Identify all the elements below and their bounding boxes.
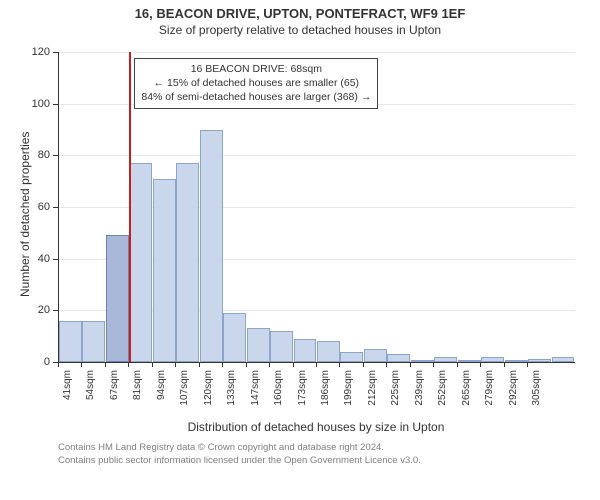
y-tick-label: 20 — [24, 304, 50, 316]
histogram-bar — [434, 357, 457, 362]
x-axis-title: Distribution of detached houses by size … — [58, 420, 574, 434]
histogram-bar — [247, 328, 270, 362]
histogram-bar — [294, 339, 317, 362]
histogram-bar — [223, 313, 246, 362]
x-tick — [316, 362, 317, 367]
x-tick — [527, 362, 528, 367]
x-tick-label: 54sqm — [85, 370, 96, 420]
x-tick — [175, 362, 176, 367]
x-tick-label: 133sqm — [226, 370, 237, 420]
histogram-bar — [129, 163, 152, 362]
footnote-line-1: Contains HM Land Registry data © Crown c… — [58, 442, 421, 455]
x-tick — [433, 362, 434, 367]
page-title: 16, BEACON DRIVE, UPTON, PONTEFRACT, WF9… — [0, 0, 600, 21]
annotation-line-1: 16 BEACON DRIVE: 68sqm — [141, 62, 371, 76]
gridline — [59, 52, 575, 53]
histogram-bar — [317, 341, 340, 362]
footnote: Contains HM Land Registry data © Crown c… — [58, 442, 421, 468]
x-tick-label: 67sqm — [109, 370, 120, 420]
page-subtitle: Size of property relative to detached ho… — [0, 21, 600, 37]
y-tick-label: 120 — [24, 46, 50, 58]
x-tick — [480, 362, 481, 367]
y-tick-label: 0 — [24, 356, 50, 368]
y-tick — [53, 52, 58, 53]
x-tick-label: 199sqm — [343, 370, 354, 420]
x-tick-label: 186sqm — [320, 370, 331, 420]
x-tick-label: 94sqm — [156, 370, 167, 420]
x-tick — [363, 362, 364, 367]
x-tick-label: 147sqm — [250, 370, 261, 420]
x-tick-label: 173sqm — [297, 370, 308, 420]
histogram-bar — [481, 357, 504, 362]
x-tick — [222, 362, 223, 367]
histogram-bar — [106, 235, 129, 362]
x-tick — [81, 362, 82, 367]
x-tick-label: 239sqm — [414, 370, 425, 420]
y-tick-label: 80 — [24, 149, 50, 161]
x-tick — [293, 362, 294, 367]
x-tick-label: 252sqm — [437, 370, 448, 420]
x-tick-label: 81sqm — [132, 370, 143, 420]
gridline — [59, 155, 575, 156]
histogram-bar — [270, 331, 293, 362]
y-tick-label: 60 — [24, 201, 50, 213]
marker-line — [129, 52, 131, 362]
y-tick — [53, 259, 58, 260]
x-tick — [269, 362, 270, 367]
x-tick — [152, 362, 153, 367]
y-tick — [53, 104, 58, 105]
x-tick — [58, 362, 59, 367]
x-tick — [386, 362, 387, 367]
histogram-bar — [505, 360, 528, 362]
x-tick — [105, 362, 106, 367]
y-tick-label: 100 — [24, 98, 50, 110]
annotation-line-2: ← 15% of detached houses are smaller (65… — [141, 76, 371, 90]
histogram-bar — [176, 163, 199, 362]
y-tick-label: 40 — [24, 253, 50, 265]
x-tick — [199, 362, 200, 367]
annotation-line-3: 84% of semi-detached houses are larger (… — [141, 90, 371, 104]
x-tick — [246, 362, 247, 367]
x-tick — [128, 362, 129, 367]
x-tick — [410, 362, 411, 367]
histogram-bar — [59, 321, 82, 362]
x-tick-label: 212sqm — [367, 370, 378, 420]
histogram-bar — [82, 321, 105, 362]
histogram-bar — [411, 360, 434, 362]
y-tick — [53, 310, 58, 311]
y-tick — [53, 207, 58, 208]
annotation-box: 16 BEACON DRIVE: 68sqm ← 15% of detached… — [134, 58, 378, 109]
histogram-bar — [552, 357, 575, 362]
x-tick — [457, 362, 458, 367]
x-tick-label: 265sqm — [461, 370, 472, 420]
x-tick-label: 41sqm — [62, 370, 73, 420]
x-tick-label: 292sqm — [508, 370, 519, 420]
x-tick-label: 120sqm — [203, 370, 214, 420]
histogram-bar — [200, 130, 223, 363]
histogram-bar — [528, 359, 551, 362]
histogram-bar — [153, 179, 176, 362]
footnote-line-2: Contains public sector information licen… — [58, 455, 421, 468]
x-tick — [339, 362, 340, 367]
histogram-bar — [364, 349, 387, 362]
x-tick-label: 305sqm — [531, 370, 542, 420]
histogram-bar — [387, 354, 410, 362]
x-tick-label: 225sqm — [390, 370, 401, 420]
histogram-bar — [340, 352, 363, 362]
x-tick-label: 160sqm — [273, 370, 284, 420]
x-tick-label: 279sqm — [484, 370, 495, 420]
x-tick — [504, 362, 505, 367]
x-tick-label: 107sqm — [179, 370, 190, 420]
y-tick — [53, 155, 58, 156]
histogram-bar — [458, 360, 481, 362]
